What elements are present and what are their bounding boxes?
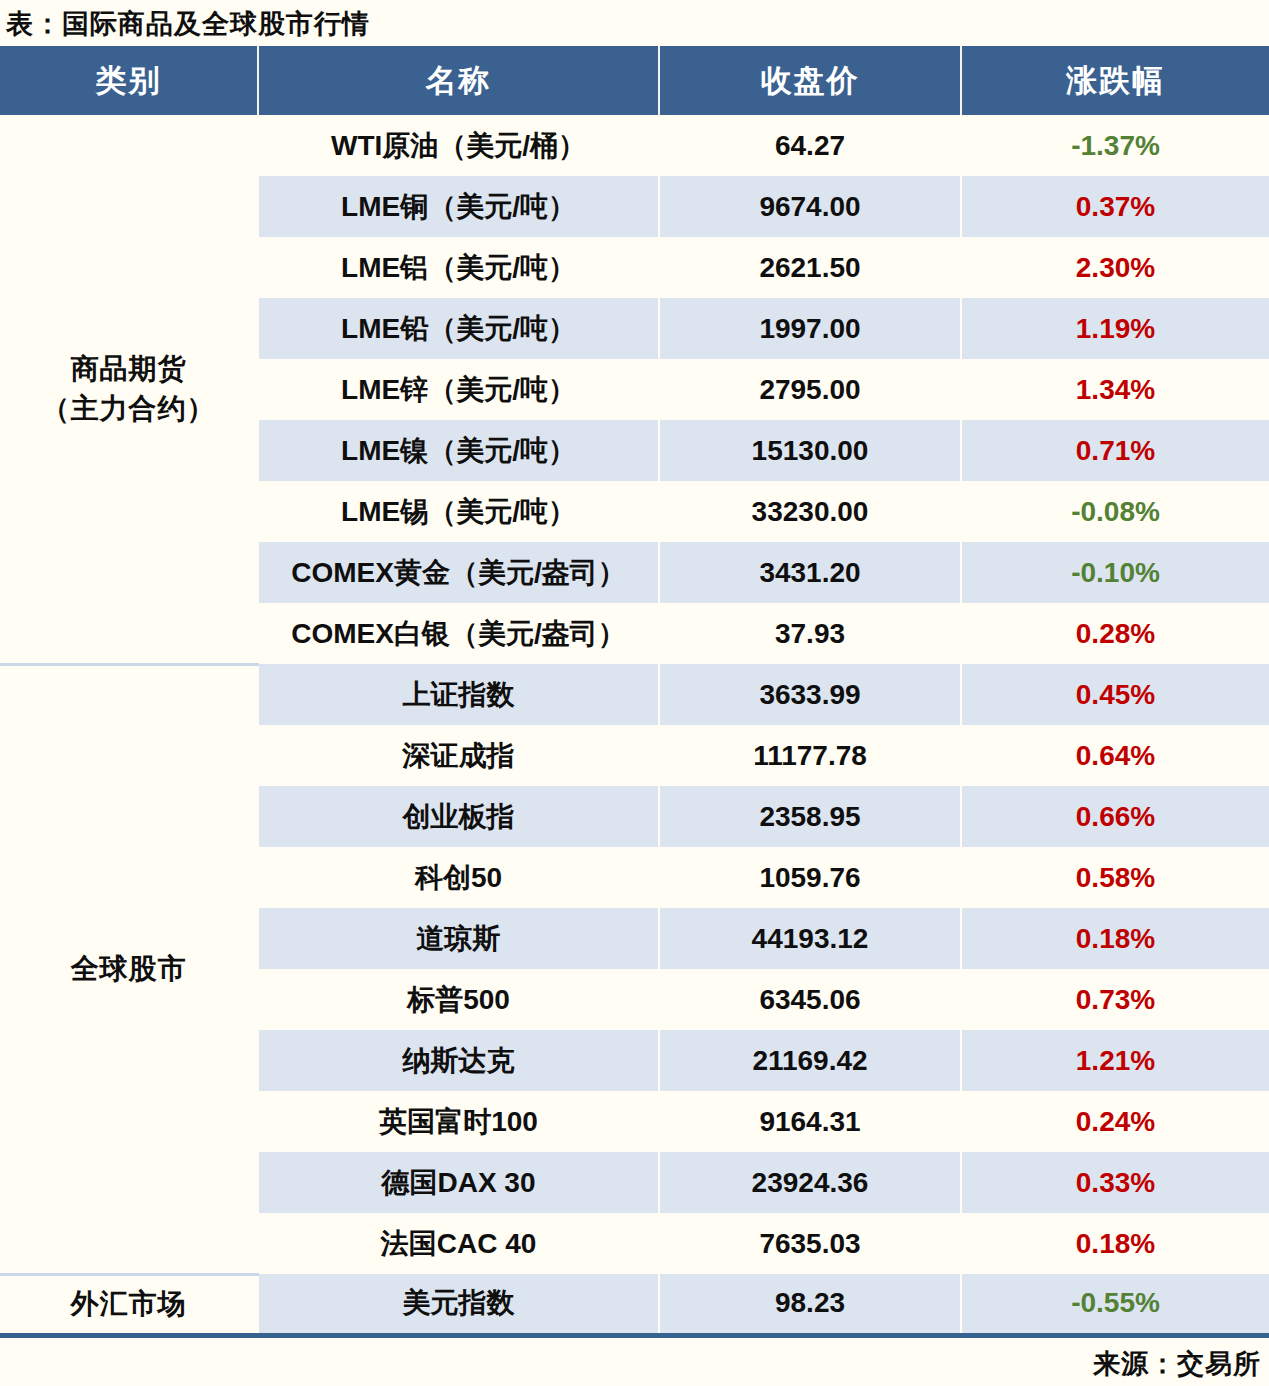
change-cell: 0.24% xyxy=(961,1091,1269,1152)
change-cell: 0.58% xyxy=(961,847,1269,908)
source-label: 来源：交易所 xyxy=(0,1338,1269,1382)
table-row: 商品期货（主力合约）WTI原油（美元/桶）64.27-1.37% xyxy=(0,115,1269,176)
name-cell: LME镍（美元/吨） xyxy=(258,420,659,481)
category-label: 全球股市 xyxy=(0,949,257,989)
change-cell: -0.55% xyxy=(961,1274,1269,1335)
name-cell: 纳斯达克 xyxy=(258,1030,659,1091)
close-cell: 7635.03 xyxy=(659,1213,961,1274)
name-cell: LME锡（美元/吨） xyxy=(258,481,659,542)
category-label: 商品期货 xyxy=(0,349,257,389)
change-cell: 0.37% xyxy=(961,176,1269,237)
close-cell: 11177.78 xyxy=(659,725,961,786)
close-cell: 3633.99 xyxy=(659,664,961,725)
change-cell: 0.33% xyxy=(961,1152,1269,1213)
close-cell: 23924.36 xyxy=(659,1152,961,1213)
name-cell: LME铝（美元/吨） xyxy=(258,237,659,298)
change-cell: 0.73% xyxy=(961,969,1269,1030)
name-cell: LME铅（美元/吨） xyxy=(258,298,659,359)
header-row: 类别 名称 收盘价 涨跌幅 xyxy=(0,46,1269,115)
change-cell: 1.34% xyxy=(961,359,1269,420)
page: 表：国际商品及全球股市行情 类别 名称 收盘价 涨跌幅 商品期货（主力合约）WT… xyxy=(0,0,1269,1386)
close-cell: 64.27 xyxy=(659,115,961,176)
close-cell: 9164.31 xyxy=(659,1091,961,1152)
close-cell: 44193.12 xyxy=(659,908,961,969)
name-cell: COMEX白银（美元/盎司） xyxy=(258,603,659,664)
name-cell: 法国CAC 40 xyxy=(258,1213,659,1274)
header-name: 名称 xyxy=(258,46,659,115)
category-label-line2: （主力合约） xyxy=(0,389,257,429)
change-cell: 1.19% xyxy=(961,298,1269,359)
change-cell: 0.71% xyxy=(961,420,1269,481)
close-cell: 1059.76 xyxy=(659,847,961,908)
close-cell: 21169.42 xyxy=(659,1030,961,1091)
name-cell: LME锌（美元/吨） xyxy=(258,359,659,420)
close-cell: 15130.00 xyxy=(659,420,961,481)
change-cell: 2.30% xyxy=(961,237,1269,298)
header-close: 收盘价 xyxy=(659,46,961,115)
name-cell: 英国富时100 xyxy=(258,1091,659,1152)
close-cell: 37.93 xyxy=(659,603,961,664)
name-cell: WTI原油（美元/桶） xyxy=(258,115,659,176)
close-cell: 2358.95 xyxy=(659,786,961,847)
close-cell: 3431.20 xyxy=(659,542,961,603)
close-cell: 2621.50 xyxy=(659,237,961,298)
name-cell: 道琼斯 xyxy=(258,908,659,969)
close-cell: 1997.00 xyxy=(659,298,961,359)
close-cell: 98.23 xyxy=(659,1274,961,1335)
page-title: 表：国际商品及全球股市行情 xyxy=(0,0,1269,46)
market-table: 类别 名称 收盘价 涨跌幅 商品期货（主力合约）WTI原油（美元/桶）64.27… xyxy=(0,46,1269,1338)
table-row: 外汇市场美元指数98.23-0.55% xyxy=(0,1274,1269,1335)
name-cell: 科创50 xyxy=(258,847,659,908)
category-cell: 商品期货（主力合约） xyxy=(0,115,258,664)
category-label: 外汇市场 xyxy=(0,1284,257,1324)
name-cell: COMEX黄金（美元/盎司） xyxy=(258,542,659,603)
change-cell: 0.18% xyxy=(961,1213,1269,1274)
name-cell: LME铜（美元/吨） xyxy=(258,176,659,237)
header-category: 类别 xyxy=(0,46,258,115)
name-cell: 美元指数 xyxy=(258,1274,659,1335)
change-cell: -1.37% xyxy=(961,115,1269,176)
header-change: 涨跌幅 xyxy=(961,46,1269,115)
name-cell: 创业板指 xyxy=(258,786,659,847)
change-cell: 0.28% xyxy=(961,603,1269,664)
change-cell: 0.18% xyxy=(961,908,1269,969)
name-cell: 上证指数 xyxy=(258,664,659,725)
name-cell: 德国DAX 30 xyxy=(258,1152,659,1213)
change-cell: 0.45% xyxy=(961,664,1269,725)
category-cell: 全球股市 xyxy=(0,664,258,1274)
name-cell: 深证成指 xyxy=(258,725,659,786)
close-cell: 2795.00 xyxy=(659,359,961,420)
table-row: 全球股市上证指数3633.990.45% xyxy=(0,664,1269,725)
category-cell: 外汇市场 xyxy=(0,1274,258,1335)
change-cell: -0.08% xyxy=(961,481,1269,542)
name-cell: 标普500 xyxy=(258,969,659,1030)
change-cell: 1.21% xyxy=(961,1030,1269,1091)
change-cell: 0.66% xyxy=(961,786,1269,847)
close-cell: 6345.06 xyxy=(659,969,961,1030)
close-cell: 9674.00 xyxy=(659,176,961,237)
change-cell: -0.10% xyxy=(961,542,1269,603)
change-cell: 0.64% xyxy=(961,725,1269,786)
close-cell: 33230.00 xyxy=(659,481,961,542)
